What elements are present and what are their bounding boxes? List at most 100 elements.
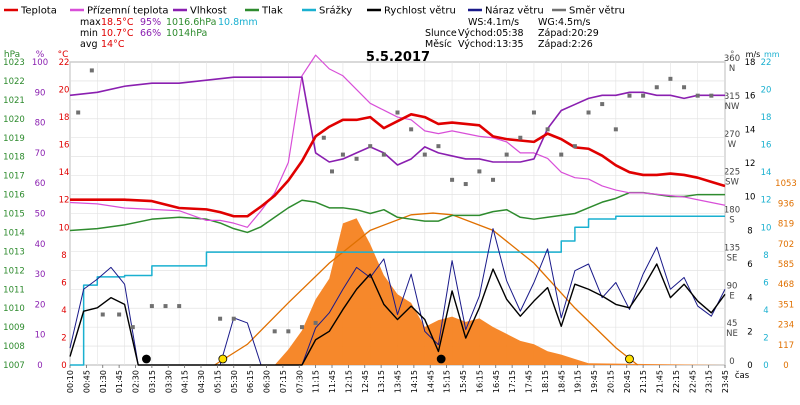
wind-direction-point xyxy=(518,135,523,140)
axis-unit-humidity: % xyxy=(36,50,45,60)
tick-time: 23:45 xyxy=(721,370,730,393)
legend-label: Směr větru xyxy=(569,5,625,17)
tick-radiation: 0 xyxy=(783,361,788,371)
tick-direction: 180 xyxy=(724,206,740,216)
tick-time: 13:15 xyxy=(377,370,386,393)
stats-humidity: 66% xyxy=(140,28,161,39)
tick-time: 00:45 xyxy=(82,370,91,393)
tick-direction: 225 xyxy=(724,168,740,178)
tick-time: 17:15 xyxy=(508,370,517,393)
tick-direction-label: S xyxy=(729,216,734,226)
wind-direction-point xyxy=(299,325,304,330)
tick-direction: 90 xyxy=(727,281,738,291)
tick-direction: 315 xyxy=(724,92,740,102)
legend-label: Vlhkost xyxy=(190,6,227,17)
wind-direction-point xyxy=(286,329,291,334)
tick-time: 15:45 xyxy=(459,370,468,393)
legend-item: Přízemní teplota xyxy=(70,5,169,17)
tick-time: 16:45 xyxy=(492,370,501,393)
tick-mm: 16 xyxy=(761,141,772,151)
wind-direction-point xyxy=(504,152,509,157)
tick-hpa: 1010 xyxy=(3,304,25,314)
info-sun-set: Západ:20:29 xyxy=(538,28,599,39)
tick-direction: 270 xyxy=(724,130,740,140)
tick-temp: 12 xyxy=(59,196,70,206)
tick-direction-label: NW xyxy=(725,102,740,112)
wind-direction-point xyxy=(695,93,700,98)
tick-hpa: 1013 xyxy=(3,247,25,257)
tick-radiation: 1053 xyxy=(775,179,797,189)
wind-direction-point xyxy=(586,110,591,115)
wind-direction-point xyxy=(321,135,326,140)
tick-humidity: 90 xyxy=(35,88,46,98)
tick-time: 19:15 xyxy=(574,370,583,393)
stats-humidity: 95% xyxy=(140,17,161,28)
info-sun-rise: Východ:05:38 xyxy=(458,28,524,39)
wind-direction-point xyxy=(149,304,154,309)
tick-humidity: 10 xyxy=(35,331,46,341)
tick-temp: 18 xyxy=(59,113,70,123)
info-moon-rise: Východ:13:35 xyxy=(458,39,524,50)
wind-direction-point xyxy=(340,152,345,157)
tick-radiation: 117 xyxy=(778,341,794,351)
series-theoretical-radiation xyxy=(214,212,639,366)
wind-direction-point xyxy=(559,152,564,157)
series-line xyxy=(70,113,726,218)
tick-time: 22:15 xyxy=(672,370,681,393)
tick-temp: 16 xyxy=(59,141,70,151)
tick-hpa: 1019 xyxy=(3,134,25,144)
tick-ms: 6 xyxy=(747,260,752,270)
tick-time: 12:15 xyxy=(344,370,353,393)
legend-label: Rychlost větru xyxy=(384,5,456,17)
tick-time: 03:15 xyxy=(148,370,157,393)
legend-label: Tlak xyxy=(261,6,283,17)
wind-direction-point xyxy=(130,325,135,330)
tick-ms: 14 xyxy=(745,125,756,135)
tick-time: 13:45 xyxy=(394,370,403,393)
wind-direction-point xyxy=(682,85,687,90)
tick-direction-label: NE xyxy=(726,329,738,339)
wind-direction-point xyxy=(613,127,618,132)
tick-mm: 4 xyxy=(763,306,768,316)
legend-item: Teplota xyxy=(4,6,57,17)
legend-label: Přízemní teplota xyxy=(87,5,169,17)
axis-unit-temp: °C xyxy=(58,50,69,60)
tick-hpa: 1015 xyxy=(3,210,25,220)
tick-time: 04:15 xyxy=(181,370,190,393)
wind-direction-point xyxy=(668,76,673,81)
axis-unit-direction: ° xyxy=(730,50,735,60)
wind-direction-point xyxy=(313,320,318,325)
wind-direction-point xyxy=(218,316,223,321)
tick-direction: 0 xyxy=(729,357,734,367)
series-line xyxy=(70,215,725,366)
wind-direction-point xyxy=(409,127,414,132)
stats-rain: 10.8mm xyxy=(218,17,258,28)
tick-radiation: 234 xyxy=(778,321,794,331)
tick-ms: 0 xyxy=(747,361,752,371)
tick-ms: 2 xyxy=(747,327,752,337)
wind-direction-point xyxy=(627,93,632,98)
series-radiation xyxy=(70,218,725,365)
tick-temp: 20 xyxy=(59,86,70,96)
axis-unit-ms: m/s xyxy=(746,50,761,59)
marker-sunset xyxy=(625,354,634,364)
tick-time: 03:30 xyxy=(164,370,173,393)
legend-label: Srážky xyxy=(319,5,352,17)
wind-direction-point xyxy=(381,152,386,157)
wind-direction-point xyxy=(477,169,482,174)
tick-humidity: 70 xyxy=(35,149,46,159)
tick-hpa: 1014 xyxy=(3,228,25,238)
tick-humidity: 20 xyxy=(35,300,46,310)
legend-item: Náraz větru xyxy=(468,5,544,17)
marker-sunrise xyxy=(218,354,228,364)
stats-temp: 10.7°C xyxy=(101,28,134,39)
tick-radiation: 351 xyxy=(778,300,794,310)
tick-direction: 45 xyxy=(727,319,738,329)
tick-time: 16:15 xyxy=(475,370,484,393)
legend-item: Směr větru xyxy=(552,5,625,17)
tick-temp: 22 xyxy=(59,58,70,68)
info-wind-speed: WS:4.1m/s xyxy=(468,17,519,28)
tick-radiation: 936 xyxy=(778,199,794,209)
wind-direction-point xyxy=(600,102,605,107)
wind-direction-point xyxy=(436,144,441,149)
